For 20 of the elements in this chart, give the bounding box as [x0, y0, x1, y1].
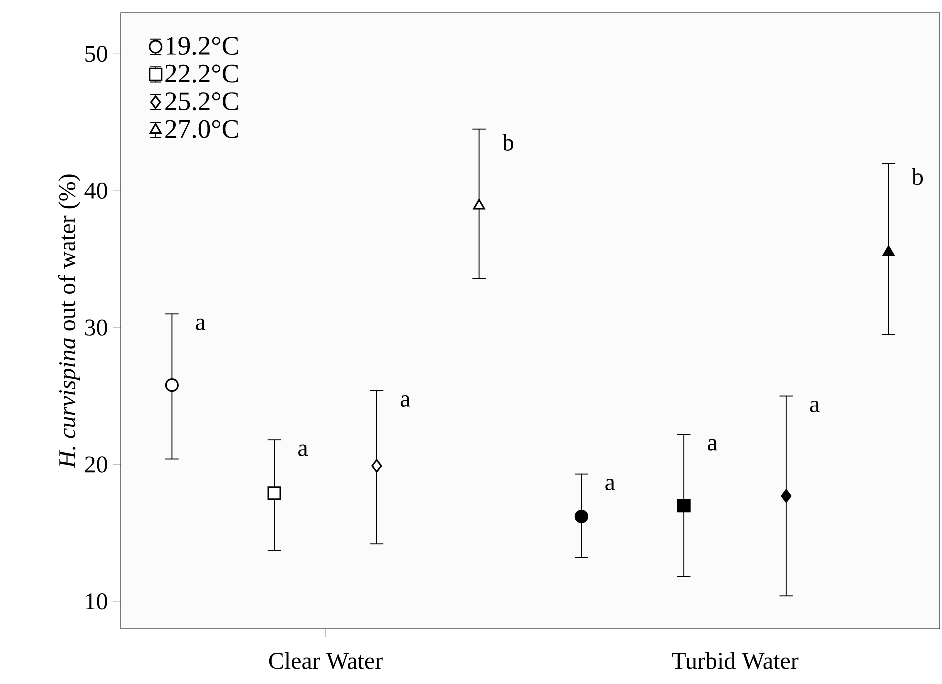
annotation: a — [708, 439, 718, 451]
annotation: a — [196, 318, 206, 330]
y-axis-title: H. curvispina out of water (%) — [58, 174, 80, 469]
y-tick-label: 30 — [85, 320, 108, 336]
annotation: a — [810, 400, 820, 412]
y-tick-label: 20 — [85, 456, 108, 473]
annotation: b — [502, 134, 514, 151]
annotation: a — [400, 396, 410, 408]
annotation: a — [298, 444, 308, 456]
legend-label: 19.2°C — [166, 37, 238, 56]
x-tick-label: Turbid Water — [672, 652, 799, 670]
legend-label: 22.2°C — [166, 64, 238, 83]
legend-label: 25.2°C — [166, 92, 238, 111]
annotation: b — [912, 168, 924, 186]
annotation: a — [606, 479, 616, 491]
y-tick-label: 50 — [86, 46, 108, 62]
x-tick-label: Clear Water — [269, 652, 383, 670]
legend-label: 27.0°C — [166, 120, 238, 138]
y-tick-label: 10 — [86, 594, 108, 610]
y-tick-label: 40 — [84, 182, 108, 200]
